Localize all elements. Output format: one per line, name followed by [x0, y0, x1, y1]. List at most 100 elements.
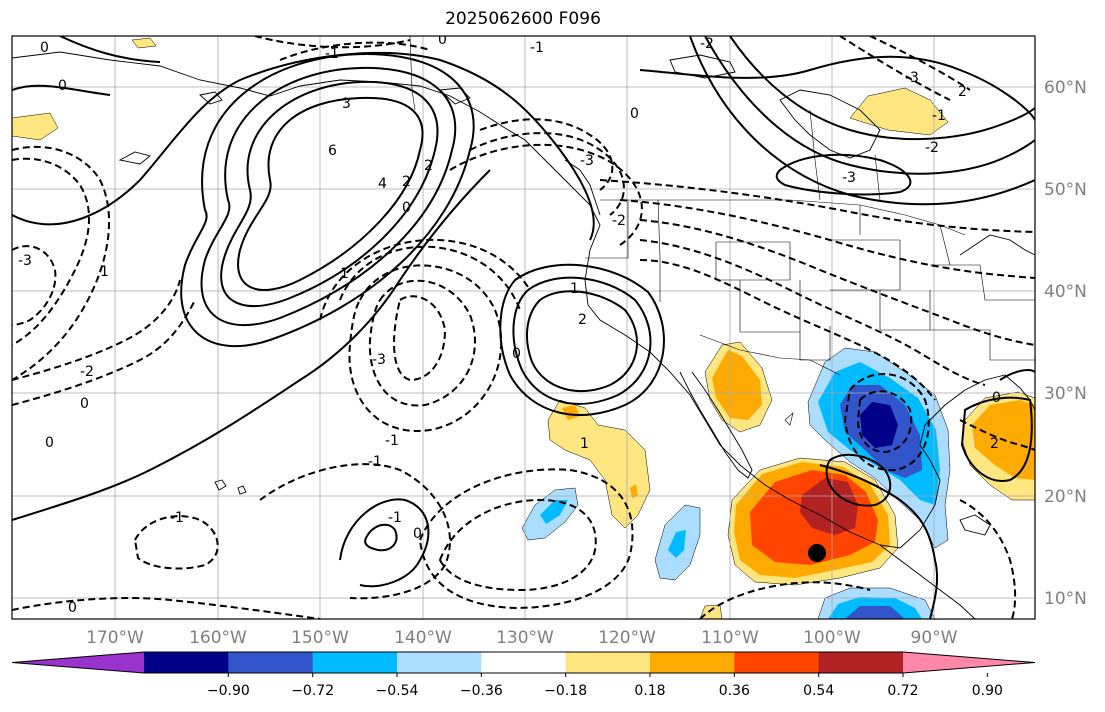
clabel: -2	[612, 213, 626, 229]
clabel: 0	[58, 78, 67, 94]
location-marker	[808, 544, 826, 562]
colorbar-tick-label: 0.18	[634, 683, 665, 699]
clabel: 0	[40, 40, 49, 56]
colorbar-segment	[312, 652, 398, 673]
shade-blue-bottom	[845, 606, 905, 619]
lon-label: 110°W	[701, 628, 759, 648]
shade-navy-gulf	[860, 402, 898, 448]
clabel: -3	[842, 170, 856, 186]
lat-label: 60°N	[1044, 78, 1087, 98]
lon-label: 170°W	[86, 628, 144, 648]
colorbar-segment	[650, 652, 735, 673]
clabel: -1	[385, 433, 399, 449]
clabel: 1	[340, 266, 349, 282]
clabel: 0	[402, 200, 411, 216]
clabel: 2	[424, 158, 433, 174]
colorbar-tick-label: 0.72	[887, 683, 918, 699]
clabel: -1	[325, 46, 339, 62]
colorbar-ticks: −0.90 −0.72 −0.54 −0.36 −0.18 0.18 0.36 0.54 0.7…	[207, 673, 1003, 699]
lon-label: 160°W	[189, 628, 247, 648]
clabel: 0	[68, 600, 77, 616]
shade-orange-baja-dot	[630, 484, 638, 498]
colorbar-tick-label: 0.36	[719, 683, 750, 699]
colorbar-tick-label: −0.36	[460, 683, 503, 699]
clabel: 0	[413, 526, 422, 542]
clabel: -3	[580, 153, 594, 169]
lon-label: 150°W	[291, 628, 349, 648]
clabel: 0	[512, 346, 521, 362]
map-title: 2025062600 F096	[445, 9, 601, 29]
latitude-axis: 60°N 50°N 40°N 30°N 20°N 10°N	[1044, 78, 1087, 609]
lon-label: 100°W	[803, 628, 861, 648]
shade-darkred-mexico	[800, 478, 858, 535]
colorbar-segment	[144, 652, 229, 673]
clabel: -1	[368, 454, 382, 470]
clabel: -3	[905, 70, 919, 86]
clabel: -1	[530, 40, 544, 56]
clabel: 1	[580, 436, 589, 452]
contour-labels: 0 0 -1 -1 0 -2 3 -3 -3 0 2 6 4 2 0 1 -2 …	[18, 32, 1001, 616]
colorbar-extend-high	[903, 652, 1035, 673]
clabel: -2	[925, 140, 939, 156]
clabel: 2	[990, 436, 999, 452]
colorbar	[11, 651, 1036, 674]
clabel: 0	[630, 106, 639, 122]
colorbar-segment	[228, 652, 314, 673]
contours-solid	[12, 36, 1035, 619]
longitude-axis: 170°W 160°W 150°W 140°W 130°W 120°W 110°…	[86, 628, 958, 648]
lat-label: 30°N	[1044, 384, 1087, 404]
graticule	[12, 36, 1035, 619]
colorbar-extend-low	[12, 652, 144, 673]
shade-yellow-top	[131, 37, 157, 49]
clabel: 0	[45, 435, 54, 451]
shade-orange-southwest	[712, 350, 762, 420]
colorbar-segment	[397, 652, 482, 673]
colorbar-outline	[11, 651, 1036, 674]
colorbar-tick-label: −0.90	[207, 683, 250, 699]
colorbar-segment	[481, 652, 567, 673]
lat-label: 40°N	[1044, 282, 1087, 302]
clabel: 1	[570, 281, 579, 297]
clabel: -1	[932, 108, 946, 124]
lat-label: 50°N	[1044, 180, 1087, 200]
clabel: 3	[342, 96, 351, 112]
colorbar-segment	[565, 652, 651, 673]
contours-dashed	[12, 36, 1035, 619]
clabel: -1	[388, 510, 402, 526]
clabel: 0	[438, 32, 447, 48]
colorbar-tick-label: −0.54	[376, 683, 419, 699]
shade-cyan-pacific1	[540, 500, 568, 524]
clabel: -3	[18, 253, 32, 269]
lon-label: 90°W	[911, 628, 958, 648]
map-frame	[11, 35, 1036, 620]
lon-label: 120°W	[598, 628, 656, 648]
clabel: 6	[328, 143, 337, 159]
lon-label: 140°W	[394, 628, 452, 648]
colorbar-segment	[734, 652, 820, 673]
clabel: 4	[378, 176, 387, 192]
lon-label: 130°W	[496, 628, 554, 648]
colorbar-tick-label: −0.18	[544, 683, 587, 699]
map-content: 0 0 -1 -1 0 -2 3 -3 -3 0 2 6 4 2 0 1 -2 …	[12, 32, 1035, 619]
shade-yellow-nw-corner	[12, 112, 59, 141]
clabel: -2	[80, 364, 94, 380]
clabel: 2	[958, 84, 967, 100]
shade-orange-baja	[562, 405, 580, 420]
colorbar-segment	[818, 652, 904, 673]
shade-cyan-pacific2	[668, 530, 686, 558]
borders	[409, 36, 1035, 426]
clabel: 2	[578, 312, 587, 328]
clabel: -2	[700, 36, 714, 52]
lat-label: 20°N	[1044, 487, 1087, 507]
shade-yellow-hudson	[849, 87, 949, 136]
clabel: 1	[100, 264, 109, 280]
colorbar-tick-label: 0.90	[972, 683, 1003, 699]
clabel: 2	[402, 174, 411, 190]
clabel: 0	[80, 396, 89, 412]
clabel: 0	[992, 390, 1001, 406]
clabel: -1	[170, 510, 184, 526]
colorbar-tick-label: −0.72	[291, 683, 334, 699]
clabel: -3	[372, 352, 386, 368]
lat-label: 10°N	[1044, 589, 1087, 609]
